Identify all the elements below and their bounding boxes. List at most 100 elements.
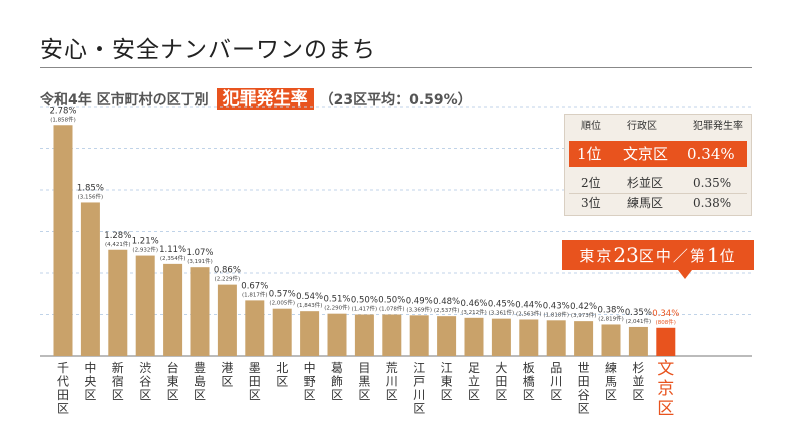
bar	[108, 249, 128, 356]
bar	[272, 308, 292, 356]
count-label: (3,191件)	[187, 257, 213, 265]
ranking-rate: 0.34%	[687, 145, 735, 163]
ranking-rate: 0.35%	[693, 176, 732, 190]
ranking-ward: 杉並区	[627, 176, 664, 190]
category-label: 中野区	[304, 360, 316, 402]
value-label: 1.11%	[159, 245, 186, 255]
count-label: (4,421件)	[105, 240, 131, 248]
count-label: (3,156件)	[78, 192, 104, 200]
value-label: 0.50%	[378, 296, 405, 306]
value-label: 0.38%	[597, 305, 624, 315]
count-label: (1,078件)	[379, 305, 405, 313]
category-label: 品川区	[550, 361, 562, 402]
category-label: 港区	[221, 361, 233, 389]
category-label: 北区	[276, 361, 288, 389]
bar	[409, 315, 429, 356]
value-label: 0.45%	[488, 300, 515, 310]
bar	[601, 324, 621, 356]
subtitle-highlight-badge: 犯罪発生率	[216, 88, 314, 110]
category-label: 大田区	[495, 361, 507, 402]
count-label: (2,537件)	[434, 306, 460, 314]
ranking-ward: 文京区	[623, 145, 669, 163]
page-title: 安心・安全ナンバーワンのまち	[40, 37, 376, 63]
bar	[628, 326, 648, 356]
bar	[190, 267, 210, 356]
value-label: 1.85%	[77, 183, 104, 193]
bar	[491, 318, 511, 356]
category-label: 練馬区	[605, 361, 617, 402]
count-label: (2,005件)	[269, 299, 295, 307]
value-label: 0.54%	[296, 292, 323, 302]
bar	[163, 263, 183, 356]
category-label: 豊島区	[194, 361, 206, 402]
bar	[519, 319, 539, 356]
bar	[300, 311, 320, 356]
bar	[53, 125, 73, 356]
ranking-header-rank: 順位	[581, 121, 601, 132]
bar	[217, 284, 237, 356]
value-label: 0.43%	[543, 301, 570, 311]
category-label: 新宿区	[112, 360, 124, 402]
value-label: 0.34%	[652, 309, 679, 319]
count-label: (2,041件)	[626, 317, 652, 325]
category-label: 荒川区	[386, 361, 398, 402]
bar	[327, 313, 347, 356]
ranking-rank: 1位	[577, 145, 602, 163]
category-label: 足立区	[468, 361, 480, 402]
count-label: (1,858件)	[50, 115, 76, 123]
bar	[546, 320, 566, 356]
count-label: (1,818件)	[543, 310, 569, 318]
callout-text-2: 区中／第	[638, 246, 707, 265]
ranking-row-3: 3位 練馬区 0.38%	[565, 193, 751, 213]
category-label: 江戸川区	[413, 361, 425, 416]
ranking-rank: 2位	[581, 176, 601, 190]
ranking-rank: 3位	[581, 196, 601, 210]
callout-text-3: 位	[719, 246, 737, 265]
bar	[80, 202, 100, 356]
bar	[245, 300, 265, 356]
bar	[656, 327, 676, 356]
category-label: 世田谷区	[578, 361, 590, 416]
value-label: 0.46%	[460, 299, 487, 309]
value-label: 0.44%	[515, 300, 542, 310]
count-label: (1,843件)	[297, 301, 323, 309]
count-label: (3,369件)	[406, 305, 432, 313]
bar	[464, 317, 484, 356]
category-label: 目黒区	[358, 361, 370, 402]
category-label: 江東区	[441, 361, 453, 402]
category-label: 千代田区	[57, 361, 69, 416]
ranking-divider	[569, 193, 747, 194]
chart-subtitle: 令和4年 区市町村の区丁別 犯罪発生率 （23区平均：0.59%）	[40, 88, 472, 110]
category-label: 文京区	[657, 359, 674, 419]
ranking-header-rate: 犯罪発生率	[693, 121, 743, 132]
value-label: 2.78%	[49, 106, 76, 116]
value-label: 1.07%	[186, 248, 213, 258]
category-label: 渋谷区	[139, 361, 151, 402]
value-label: 1.21%	[132, 237, 159, 247]
count-label: (3,361件)	[489, 309, 515, 317]
category-label: 中央区	[84, 360, 96, 402]
bar	[574, 321, 594, 356]
subtitle-average: （23区平均：0.59%）	[319, 92, 472, 108]
bar	[382, 314, 402, 356]
value-label: 0.67%	[241, 281, 268, 291]
subtitle-lead: 令和4年 区市町村の区丁別	[40, 92, 209, 108]
count-label: (2,819件)	[598, 314, 624, 322]
bar	[437, 316, 457, 356]
category-label: 杉並区	[632, 361, 644, 402]
count-label: (2,563件)	[516, 309, 542, 317]
count-label: (1,817件)	[242, 290, 268, 298]
count-label: (2,932件)	[132, 246, 158, 254]
category-label: 墨田区	[249, 361, 261, 402]
count-label: (808件)	[656, 318, 676, 326]
callout-number-1: 1	[706, 243, 720, 267]
ranking-header-row: 順位 行政区 犯罪発生率	[565, 117, 751, 137]
category-label: 葛飾区	[331, 361, 343, 402]
category-label: 板橋区	[523, 361, 535, 402]
value-label: 0.86%	[214, 266, 241, 276]
value-label: 0.57%	[269, 290, 296, 300]
bar	[135, 255, 155, 356]
count-label: (1,417件)	[352, 305, 378, 313]
rank-callout: 東京 23 区中／第 1 位	[562, 240, 754, 270]
ranking-header-ward: 行政区	[627, 121, 657, 132]
